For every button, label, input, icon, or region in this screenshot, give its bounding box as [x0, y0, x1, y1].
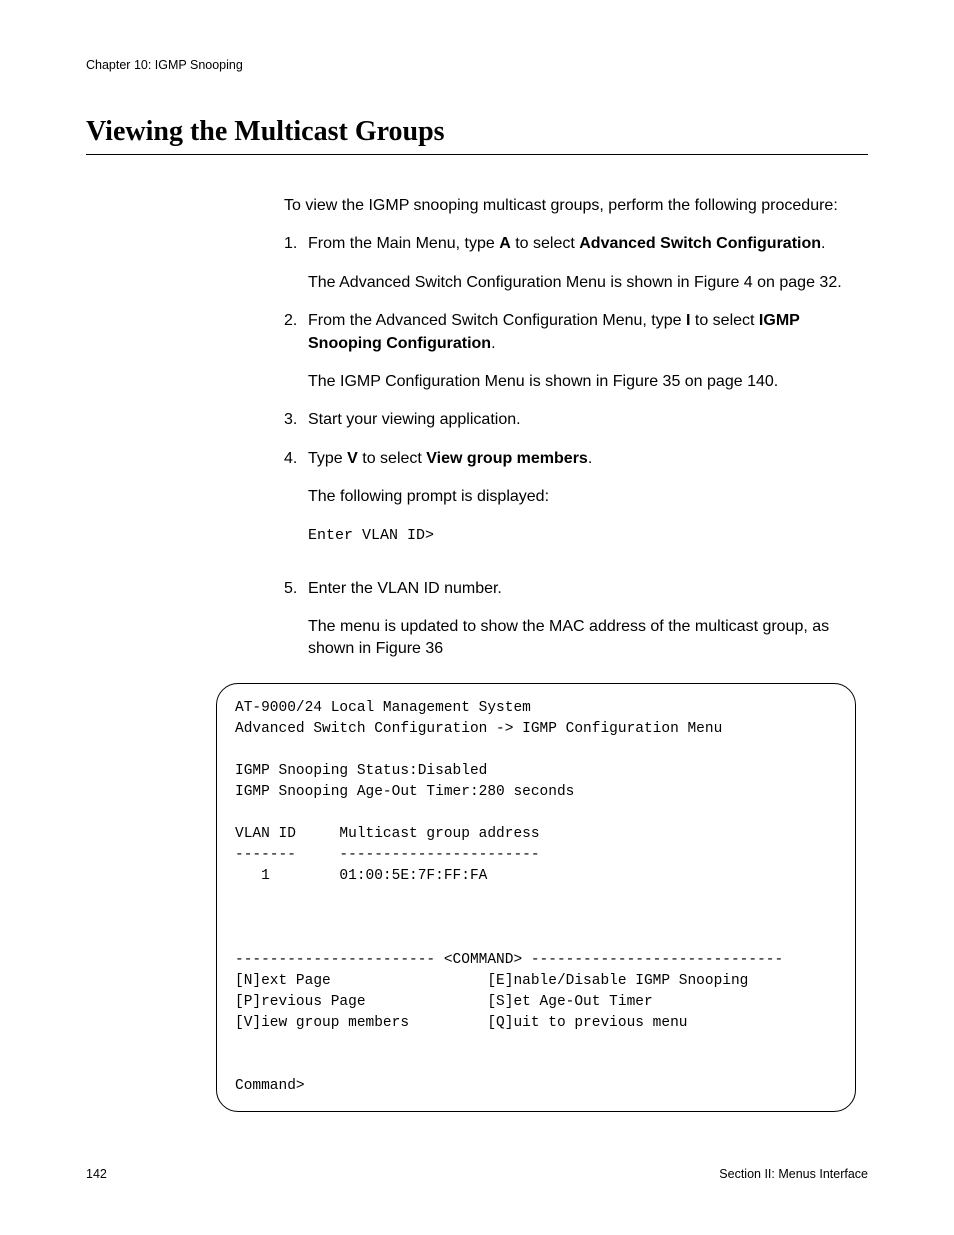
step-text: Start your viewing application.: [308, 409, 868, 431]
select-view-group: View group members: [426, 450, 588, 467]
step-text: From the Main Menu, type A to select Adv…: [308, 233, 868, 255]
term-status: IGMP Snooping Status:Disabled: [235, 763, 487, 779]
step-text: Enter the VLAN ID number.: [308, 578, 868, 600]
term-table-row: 1 01:00:5E:7F:FF:FA: [235, 868, 487, 884]
term-cmd-next-enable: [N]ext Page [E]nable/Disable IGMP Snoopi…: [235, 973, 748, 989]
term-table-sep: ------- -----------------------: [235, 847, 540, 863]
terminal-output: AT-9000/24 Local Management System Advan…: [216, 683, 856, 1112]
step-number: 3.: [284, 409, 308, 431]
step-5: 5. Enter the VLAN ID number. The menu is…: [284, 578, 868, 661]
step-3: 3. Start your viewing application.: [284, 409, 868, 431]
vlan-id-prompt: Enter VLAN ID>: [308, 525, 868, 546]
step-number: 4.: [284, 448, 308, 562]
section-label: Section II: Menus Interface: [719, 1167, 868, 1181]
step-result: The Advanced Switch Configuration Menu i…: [308, 272, 868, 294]
term-command-sep: ----------------------- <COMMAND> ------…: [235, 952, 783, 968]
page-footer: 142 Section II: Menus Interface: [86, 1167, 868, 1181]
page-number: 142: [86, 1167, 107, 1181]
intro-paragraph: To view the IGMP snooping multicast grou…: [284, 195, 868, 217]
step-result: The IGMP Configuration Menu is shown in …: [308, 371, 868, 393]
step-2: 2. From the Advanced Switch Configuratio…: [284, 310, 868, 393]
key-v: V: [347, 450, 358, 467]
step-number: 1.: [284, 233, 308, 294]
step-result: The menu is updated to show the MAC addr…: [308, 616, 868, 661]
term-table-header: VLAN ID Multicast group address: [235, 826, 540, 842]
step-4: 4. Type V to select View group members. …: [284, 448, 868, 562]
step-text: Type V to select View group members.: [308, 448, 868, 470]
content-body: To view the IGMP snooping multicast grou…: [284, 195, 868, 661]
term-ageout: IGMP Snooping Age-Out Timer:280 seconds: [235, 784, 574, 800]
step-result: The following prompt is displayed:: [308, 486, 868, 508]
step-number: 5.: [284, 578, 308, 661]
term-cmd-prev-set: [P]revious Page [S]et Age-Out Timer: [235, 994, 653, 1010]
page-title: Viewing the Multicast Groups: [86, 116, 868, 155]
step-1: 1. From the Main Menu, type A to select …: [284, 233, 868, 294]
select-advanced-switch: Advanced Switch Configuration: [579, 235, 821, 252]
term-cmd-view-quit: [V]iew group members [Q]uit to previous …: [235, 1015, 687, 1031]
step-number: 2.: [284, 310, 308, 393]
term-breadcrumb: Advanced Switch Configuration -> IGMP Co…: [235, 721, 722, 737]
key-a: A: [499, 235, 511, 252]
step-text: From the Advanced Switch Configuration M…: [308, 310, 868, 355]
term-command-prompt: Command>: [235, 1078, 305, 1094]
term-system-name: AT-9000/24 Local Management System: [235, 700, 531, 716]
chapter-header: Chapter 10: IGMP Snooping: [86, 58, 868, 72]
